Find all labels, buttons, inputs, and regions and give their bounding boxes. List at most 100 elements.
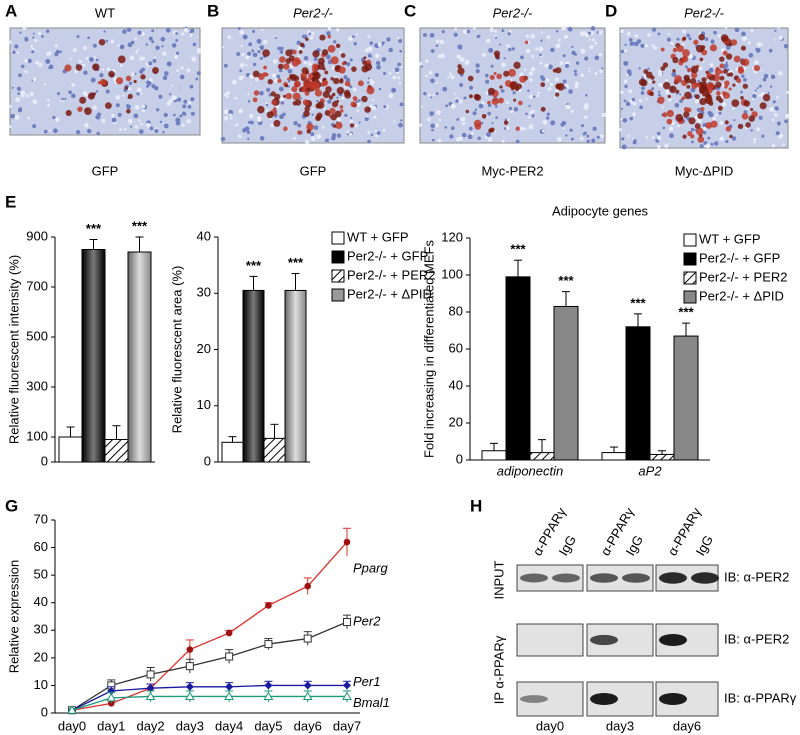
cell <box>515 139 520 144</box>
cell <box>626 31 631 36</box>
cell <box>145 43 148 46</box>
marker <box>146 670 155 679</box>
marker <box>264 640 273 649</box>
cell <box>571 45 574 49</box>
cell <box>763 73 769 79</box>
cell <box>768 75 771 78</box>
cell <box>563 34 568 39</box>
cell <box>322 107 326 110</box>
cell <box>776 121 781 126</box>
cell <box>259 56 263 60</box>
stain <box>473 93 480 100</box>
cell <box>444 126 448 129</box>
stain <box>133 79 137 84</box>
stain <box>694 123 701 129</box>
cell <box>47 30 50 33</box>
cell <box>256 115 262 121</box>
cell <box>165 27 171 33</box>
cell <box>138 119 141 122</box>
cell <box>140 92 143 95</box>
stain <box>728 42 733 47</box>
cell <box>105 89 110 94</box>
cell <box>141 67 145 72</box>
stain <box>736 77 742 84</box>
stain <box>741 113 749 120</box>
x-tick-label: aP2 <box>638 463 662 478</box>
cell <box>8 40 12 44</box>
cell <box>506 126 510 130</box>
cell <box>158 94 163 99</box>
cell <box>527 89 530 92</box>
stain <box>304 106 310 112</box>
stain <box>682 134 687 139</box>
line <box>71 695 347 711</box>
cell <box>8 104 12 108</box>
stain <box>140 74 146 80</box>
cell <box>567 26 573 32</box>
cell <box>135 50 139 54</box>
cell <box>388 93 394 99</box>
cell <box>364 117 369 122</box>
stain <box>283 126 288 132</box>
marker <box>303 681 312 690</box>
stain <box>700 106 705 112</box>
stain <box>691 82 698 89</box>
cell <box>525 49 531 54</box>
cell <box>556 136 562 142</box>
stain <box>682 56 687 61</box>
cell <box>400 119 403 122</box>
cell <box>386 37 391 42</box>
stain <box>316 101 325 109</box>
cell <box>128 81 133 85</box>
cell <box>303 55 309 61</box>
cell <box>149 126 154 131</box>
cell <box>554 77 559 82</box>
cell <box>297 123 302 128</box>
marker <box>343 618 351 627</box>
cell <box>554 96 557 99</box>
cell <box>166 101 171 106</box>
stain <box>330 113 337 121</box>
cell <box>52 128 58 134</box>
legend-swatch <box>683 290 697 304</box>
cell <box>196 71 201 76</box>
cell <box>775 131 780 136</box>
cell <box>85 56 89 60</box>
stain <box>117 55 126 64</box>
cell <box>177 86 180 90</box>
cell <box>624 49 628 53</box>
cell <box>134 72 137 76</box>
cell <box>676 37 680 41</box>
bar <box>81 249 106 463</box>
stain <box>652 80 656 84</box>
cell <box>250 120 254 125</box>
stain <box>352 96 358 102</box>
cell <box>259 90 264 96</box>
stain <box>724 120 729 125</box>
cell <box>425 59 429 63</box>
cell <box>8 125 12 128</box>
marker <box>106 692 117 702</box>
cell <box>569 128 573 132</box>
stain <box>493 50 501 57</box>
stain <box>719 75 725 81</box>
cell <box>398 123 402 127</box>
legend-label: Per2-/- + PER2 <box>699 269 788 284</box>
cell <box>367 131 371 134</box>
cell <box>392 75 397 80</box>
cell <box>455 99 459 103</box>
cell <box>48 129 52 132</box>
stain <box>503 120 509 125</box>
stain <box>303 110 310 118</box>
cell <box>528 104 531 108</box>
cell <box>430 123 436 129</box>
cell <box>735 82 738 85</box>
legend-label: Per2-/- + ΔPID <box>347 286 432 301</box>
significance: *** <box>246 258 262 273</box>
cell <box>702 130 707 135</box>
blot-band <box>552 573 580 583</box>
cell <box>632 112 636 116</box>
y-tick-label: 30 <box>34 622 48 637</box>
cell <box>173 54 179 59</box>
